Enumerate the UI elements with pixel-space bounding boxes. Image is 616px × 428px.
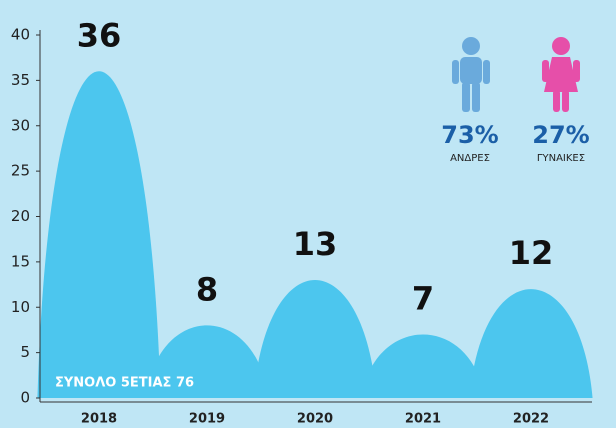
y-tick-label: 0 (20, 389, 30, 407)
women-percent: 27% (532, 121, 589, 149)
data-label: 7 (412, 279, 434, 317)
x-tick-label: 2022 (513, 412, 549, 427)
men-percent: 73% (441, 121, 498, 149)
y-tick-label: 10 (11, 298, 30, 316)
y-tick-label: 40 (11, 26, 30, 44)
data-label: 36 (77, 16, 122, 54)
data-label: 12 (509, 234, 554, 272)
bump (469, 289, 593, 398)
data-label: 13 (293, 225, 338, 263)
y-tick-label: 25 (11, 162, 30, 180)
total-note: ΣΥΝΟΛΟ 5ΕΤΙΑΣ 76 (55, 376, 194, 391)
x-tick-label: 2019 (189, 412, 225, 427)
y-tick-label: 5 (20, 343, 30, 361)
data-label: 8 (196, 270, 218, 308)
x-tick-label: 2020 (297, 412, 333, 427)
bump (361, 334, 485, 398)
x-tick-label: 2018 (81, 412, 117, 427)
women-label: ΓΥΝΑΙΚΕΣ (537, 153, 585, 164)
bump (145, 325, 269, 398)
x-tick-label: 2021 (405, 412, 441, 427)
bump (37, 71, 161, 398)
men-label: ΑΝΔΡΕΣ (450, 153, 490, 164)
y-tick-label: 20 (11, 207, 30, 225)
y-tick-label: 30 (11, 116, 30, 134)
bump (253, 280, 377, 398)
plot (37, 71, 593, 398)
y-tick-label: 35 (11, 71, 30, 89)
female-icon (542, 37, 580, 112)
male-icon (452, 37, 490, 112)
y-tick-label: 15 (11, 252, 30, 270)
